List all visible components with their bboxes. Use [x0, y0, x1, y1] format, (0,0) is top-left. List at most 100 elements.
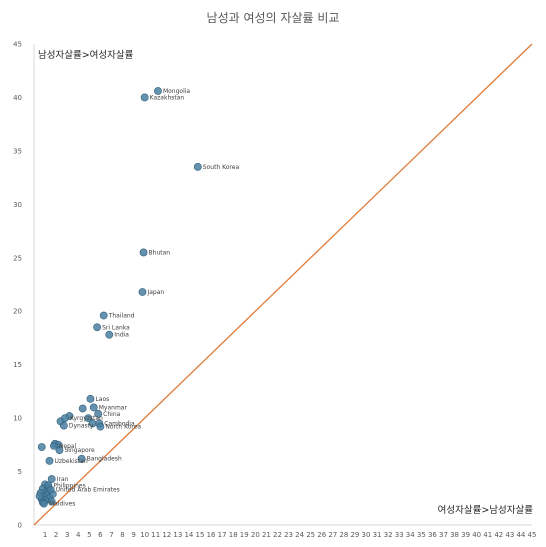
y-tick-label: 0 [18, 522, 22, 530]
y-tick-labels: 0 5 10 15 20 25 30 35 40 45 [13, 41, 22, 530]
x-tick-label: 17 [218, 531, 227, 539]
x-tick-label: 8 [120, 531, 124, 539]
point-label: United Arab Emirates [56, 487, 120, 494]
point-label: Mongolia [163, 88, 190, 95]
data-point [86, 394, 95, 403]
y-tick-label: 15 [13, 361, 22, 369]
data-point [84, 414, 93, 423]
x-tick-label: 11 [151, 531, 160, 539]
x-tick-label: 24 [295, 531, 304, 539]
x-tick-label: 7 [109, 531, 113, 539]
point-label: South Korea [203, 164, 240, 171]
point-label: Sri Lanka [102, 324, 130, 331]
data-point [93, 323, 101, 332]
point-label: Myanmar [99, 404, 128, 411]
x-tick-label: 25 [306, 531, 315, 539]
point-label: Dynasty [69, 423, 94, 430]
y-tick-label: 35 [13, 147, 22, 155]
x-tick-label: 6 [98, 531, 103, 539]
annotation-male-higher: 남성자살률>여성자살률 [38, 49, 134, 61]
data-point [47, 497, 56, 506]
data-point [138, 288, 147, 296]
x-tick-label: 32 [384, 531, 393, 539]
data-point [46, 485, 55, 494]
point-label: Bangladesh [87, 456, 122, 463]
point-label: India [114, 332, 129, 339]
data-point [35, 492, 44, 501]
data-point [140, 93, 149, 102]
point-label: Philippines [53, 482, 85, 489]
chart-title: 남성과 여성의 자살률 비교 [207, 11, 340, 25]
x-tick-label: 27 [328, 531, 337, 539]
x-tick-label: 36 [428, 531, 437, 539]
x-tick-label: 38 [450, 531, 459, 539]
y-tick-label: 45 [13, 41, 22, 49]
x-tick-label: 2 [54, 531, 58, 539]
x-tick-label: 20 [251, 531, 260, 539]
x-tick-labels: 1 2 3 4 5 6 7 8 9 10 11 12 13 14 15 16 17 18 19 20 21 22 23 24 2… [43, 531, 537, 539]
x-tick-label: 37 [439, 531, 448, 539]
data-point [55, 446, 64, 455]
point-label: Bhutan [149, 249, 171, 256]
x-tick-label: 15 [196, 531, 205, 539]
data-point [105, 330, 114, 339]
data-point [99, 311, 108, 320]
x-tick-label: 13 [173, 531, 182, 539]
point-label: Maldives [49, 501, 75, 508]
y-tick-label: 5 [18, 468, 22, 476]
y-tick-label: 10 [13, 415, 22, 423]
point-label: China [103, 411, 120, 418]
x-tick-label: 1 [43, 531, 47, 539]
data-point [139, 248, 148, 257]
x-tick-label: 22 [273, 531, 282, 539]
x-tick-label: 39 [461, 531, 470, 539]
y-tick-label: 20 [13, 308, 22, 316]
x-tick-label: 34 [406, 531, 415, 539]
annotation-female-higher: 여성자살률>남성자살률 [438, 504, 534, 516]
data-point [154, 87, 162, 95]
data-point [50, 442, 58, 450]
x-tick-label: 33 [395, 531, 404, 539]
point-label: Thailand [108, 312, 135, 319]
x-tick-label: 29 [350, 531, 359, 539]
point-label: Japan [146, 289, 164, 296]
point-label: Nepal [59, 443, 77, 450]
equality-reference-line [33, 43, 533, 526]
x-tick-label: 28 [339, 531, 348, 539]
y-tick-label: 40 [13, 94, 22, 102]
x-tick-label: 14 [184, 531, 193, 539]
point-label: Laos [95, 396, 109, 403]
data-point [78, 404, 87, 413]
x-tick-label: 44 [516, 531, 525, 539]
x-tick-label: 35 [417, 531, 426, 539]
point-label: Iran [57, 476, 69, 483]
x-tick-label: 19 [240, 531, 249, 539]
x-tick-label: 31 [373, 531, 382, 539]
data-point [193, 163, 202, 171]
x-tick-label: 5 [87, 531, 91, 539]
x-tick-label: 18 [229, 531, 238, 539]
x-tick-label: 23 [284, 531, 293, 539]
point-label: Cambodia [104, 420, 135, 427]
x-tick-label: 16 [207, 531, 216, 539]
data-point [59, 421, 68, 430]
data-point [77, 454, 86, 463]
point-label: Kazakhstan [150, 94, 185, 101]
x-tick-label: 9 [131, 531, 135, 539]
x-tick-label: 43 [505, 531, 514, 539]
y-tick-label: 25 [13, 254, 22, 262]
x-tick-label: 26 [317, 531, 326, 539]
x-tick-label: 3 [65, 531, 69, 539]
x-tick-label: 30 [362, 531, 371, 539]
data-point [37, 443, 46, 451]
x-tick-label: 45 [528, 531, 537, 539]
data-point [94, 409, 103, 418]
data-point [40, 499, 48, 508]
x-tick-label: 12 [162, 531, 171, 539]
point-label: Kyrgyzstan [70, 415, 103, 422]
point-label: Uzbekistan [54, 458, 87, 465]
x-tick-label: 42 [494, 531, 503, 539]
x-tick-label: 21 [262, 531, 271, 539]
